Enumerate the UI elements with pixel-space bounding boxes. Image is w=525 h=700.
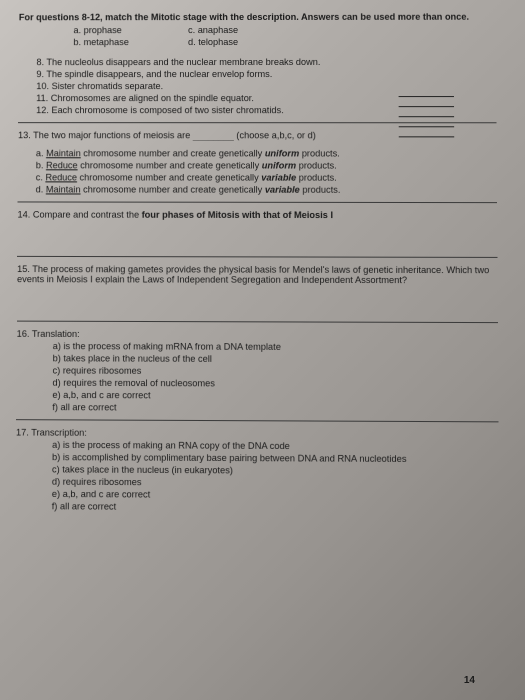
divider-4 xyxy=(17,321,498,324)
q10: 10. Sister chromatids separate. xyxy=(36,81,496,91)
divider-5 xyxy=(16,419,499,422)
q16-f: f) all are correct xyxy=(52,402,498,414)
options-row-1: a. prophase c. anaphase xyxy=(19,25,496,36)
q17-title: 17. Transcription: xyxy=(16,427,499,440)
q9: 9. The spindle disappears, and the nucle… xyxy=(36,69,496,79)
q13-opt-d: d. Maintain chromosome number and create… xyxy=(36,184,497,195)
q17-c: c) takes place in the nucleus (in eukary… xyxy=(52,464,499,477)
opt-b: b. metaphase xyxy=(73,37,188,47)
divider-2 xyxy=(18,201,497,203)
q13-opt-c: c. Reduce chromosome number and create g… xyxy=(36,172,497,183)
q13-opt-a: a. Maintain chromosome number and create… xyxy=(36,148,497,158)
answer-blanks xyxy=(399,96,455,137)
q16-e: e) a,b, and c are correct xyxy=(52,390,498,402)
q17-b: b) is accomplished by complimentary base… xyxy=(52,452,499,465)
q8: 8. The nucleolus disappears and the nucl… xyxy=(36,57,496,67)
q13-opt-b: b. Reduce chromosome number and create g… xyxy=(36,160,497,170)
instruction-header: For questions 8-12, match the Mitotic st… xyxy=(19,12,496,23)
q16-a: a) is the process of making mRNA from a … xyxy=(53,341,498,353)
q17-d: d) requires ribosomes xyxy=(52,476,499,489)
q17-a: a) is the process of making an RNA copy … xyxy=(52,440,499,452)
q13-blank: ________ xyxy=(193,130,234,140)
divider-3 xyxy=(17,256,497,258)
q15: 15. The process of making gametes provid… xyxy=(17,264,498,285)
q13-stem-a: 13. The two major functions of meiosis a… xyxy=(18,130,193,140)
q17-e: e) a,b, and c are correct xyxy=(52,489,499,502)
opt-a: a. prophase xyxy=(73,25,188,35)
q14: 14. Compare and contrast the four phases… xyxy=(17,210,497,221)
page-number: 14 xyxy=(464,675,475,686)
q16-b: b) takes place in the nucleus of the cel… xyxy=(53,353,499,365)
q16-title: 16. Translation: xyxy=(17,329,498,341)
q14-bold: four phases of Mitosis with that of Meio… xyxy=(142,210,333,220)
q13-stem-b: (choose a,b,c, or d) xyxy=(234,130,316,140)
q16-c: c) requires ribosomes xyxy=(53,365,499,377)
q17-f: f) all are correct xyxy=(52,501,500,514)
opt-d: d. telophase xyxy=(188,37,238,47)
q16-d: d) requires the removal of nucleosomes xyxy=(52,378,498,390)
opt-c: c. anaphase xyxy=(188,25,238,35)
q14-stem: 14. Compare and contrast the xyxy=(17,210,141,220)
options-row-2: b. metaphase d. telophase xyxy=(19,37,496,47)
